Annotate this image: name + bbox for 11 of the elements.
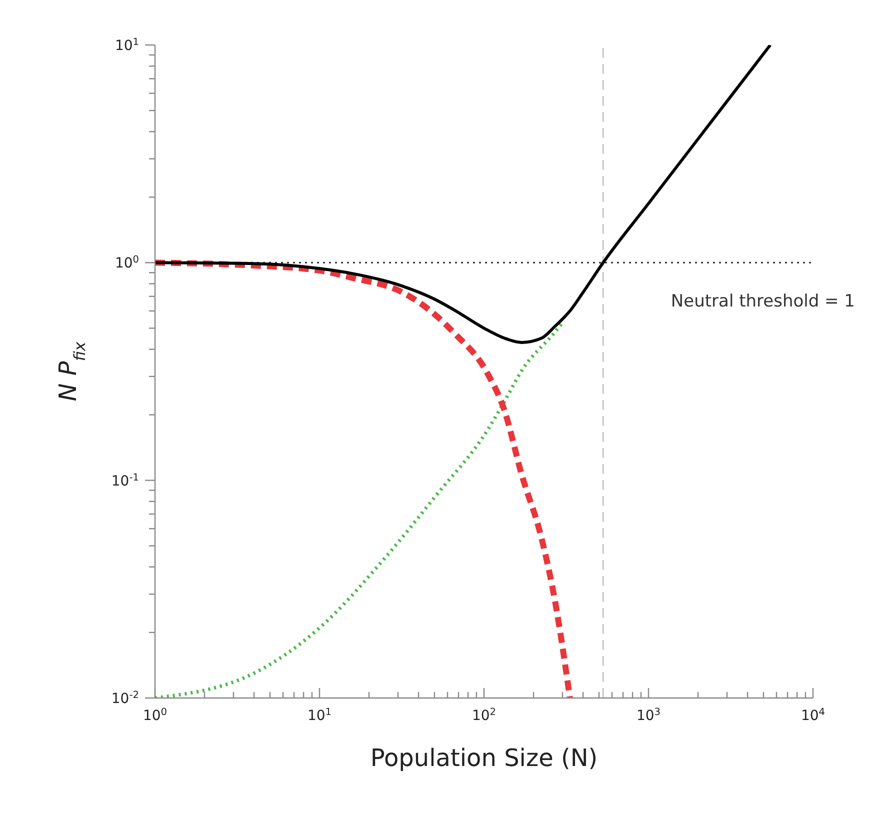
y-tick-label: 10$^{-2}$ <box>111 690 139 707</box>
x-tick-label: 10$^{2}$ <box>472 706 496 724</box>
y-tick-label: 10$^{-1}$ <box>111 472 139 490</box>
x-tick-label: 10$^{4}$ <box>800 706 826 724</box>
x-tick-label: 10$^{1}$ <box>307 706 332 724</box>
x-tick-label: 10$^{0}$ <box>142 706 168 724</box>
y-tick-label: 10$^{1}$ <box>114 36 139 54</box>
x-tick-label: 10$^{3}$ <box>636 706 661 724</box>
y-tick-label: 10$^{0}$ <box>114 254 139 272</box>
x-axis-title: Population Size (N) <box>370 744 598 772</box>
ref-line-label: Neutral threshold = 1 <box>670 292 855 312</box>
